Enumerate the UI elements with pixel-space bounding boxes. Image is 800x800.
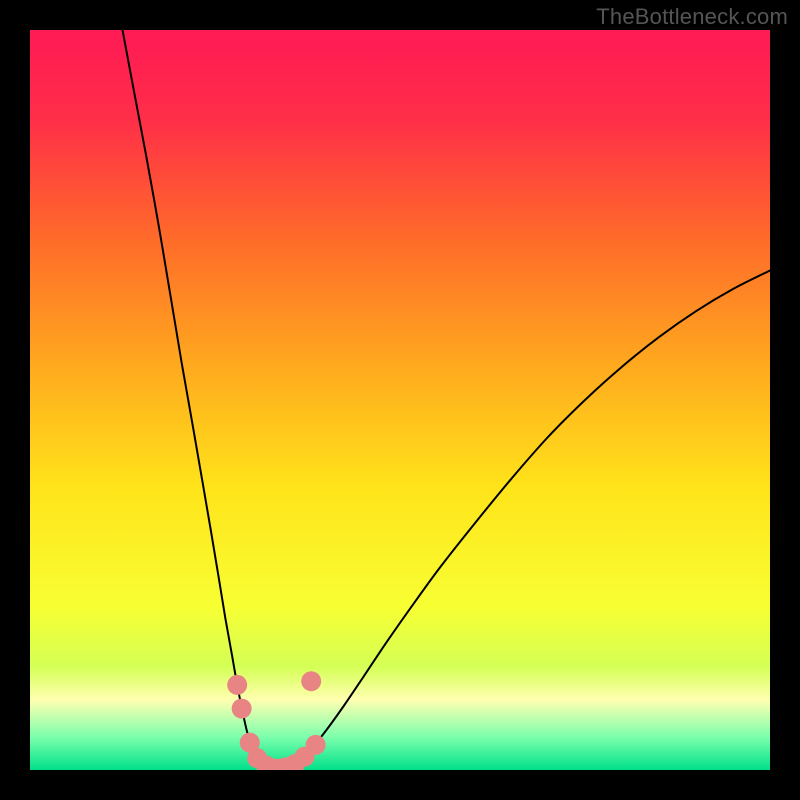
marker-dot <box>232 699 252 719</box>
marker-dot <box>301 671 321 691</box>
chart-root: TheBottleneck.com <box>0 0 800 800</box>
marker-dot <box>306 735 326 755</box>
bottleneck-chart-svg <box>0 0 800 800</box>
marker-dot <box>227 675 247 695</box>
watermark-label: TheBottleneck.com <box>596 4 788 30</box>
plot-area-background <box>30 30 770 770</box>
